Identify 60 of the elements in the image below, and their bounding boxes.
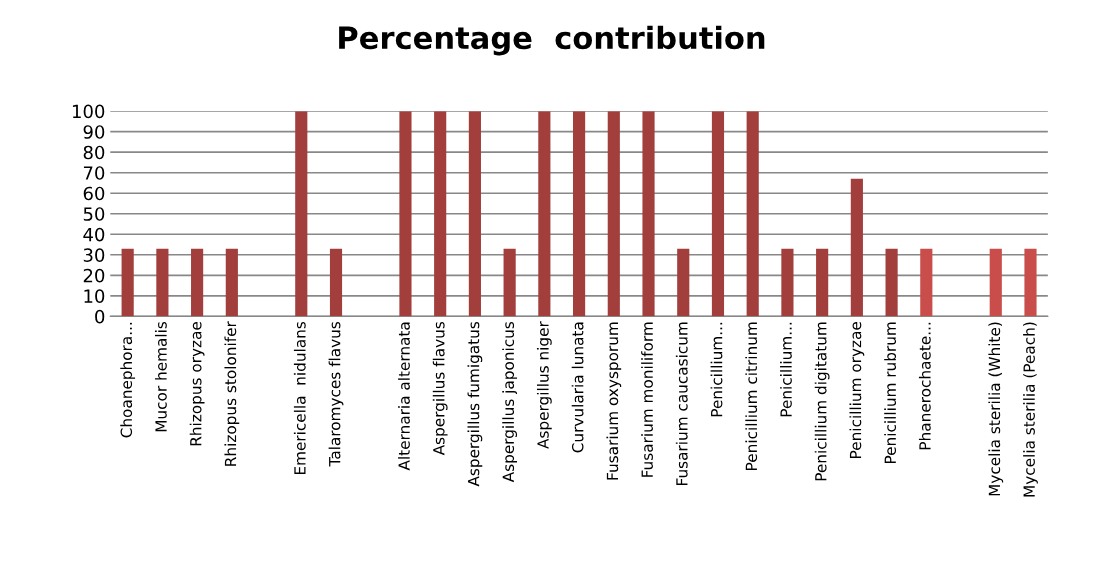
chart-title: Percentage contribution: [339, 25, 765, 56]
bar: [156, 248, 169, 317]
x-tick-label: Penicillium oryzae: [849, 322, 865, 458]
x-tick-label: Penicillium digitatum: [814, 322, 830, 481]
y-tick-label: 50: [83, 207, 105, 221]
x-tick-label: Fusarium caucasicum: [675, 322, 688, 485]
bar: [1024, 248, 1037, 317]
y-tick-label: 30: [83, 248, 105, 262]
x-tick-label: Mycelia sterilia (White): [988, 322, 1004, 496]
bar: [607, 111, 620, 317]
x-tick-label: Emericella nidulans: [293, 321, 306, 475]
bar: [677, 248, 690, 317]
x-tick-label: Talaromyces flavus: [328, 321, 344, 467]
x-tick-label: Rhizopus stolonifer: [224, 321, 240, 466]
y-tick-label: 10: [84, 289, 105, 303]
x-tick-label: Choanephora...: [120, 322, 136, 438]
x-tick-label: Phanerochaete...: [918, 322, 931, 450]
x-tick-label: Rhizopus oryzae: [189, 322, 205, 446]
x-tick-label: Fusarium oxysporum: [606, 322, 622, 480]
bar: [781, 248, 794, 317]
bar: [885, 248, 898, 317]
x-tick-label: Aspergillus japonicus: [502, 321, 518, 483]
x-tick-label: Penicillium...: [710, 322, 723, 417]
y-tick-label: 90: [83, 125, 105, 139]
x-tick-label: Penicillium citrinum: [745, 322, 758, 470]
y-tick-label: 40: [83, 227, 105, 242]
y-tick-label: 100: [72, 104, 105, 119]
x-tick-label: Fusarium moniliform: [641, 322, 653, 477]
x-tick-label: Penicillium...: [780, 322, 792, 417]
y-tick-label: 70: [83, 166, 105, 180]
bar: [295, 111, 308, 317]
x-tick-label: Aspergillus flavus: [432, 321, 448, 456]
y-tick-label: 80: [83, 145, 105, 160]
x-tick-label: Mycelia sterilia (Peach): [1023, 322, 1038, 497]
bar: [642, 111, 655, 317]
y-tick-label: 20: [83, 268, 105, 283]
bar: [711, 111, 725, 317]
bar: [920, 248, 933, 317]
bar: [573, 111, 586, 317]
x-tick-label: Alternaria alternata: [398, 322, 410, 471]
bar: [399, 111, 412, 317]
bar: [538, 111, 551, 317]
bar: [503, 248, 516, 317]
bar: [746, 111, 759, 317]
bar: [121, 248, 134, 317]
bar: [850, 178, 863, 317]
bar: [329, 248, 343, 317]
x-tick-label: Curvularia lunata: [571, 322, 584, 453]
y-tick-label: 60: [83, 186, 105, 201]
x-tick-label: Aspergillus fumigatus: [467, 321, 483, 487]
x-tick-label: Aspergillus niger: [536, 321, 552, 449]
bar: [191, 248, 204, 317]
bar: [816, 248, 829, 317]
x-tick-label: Mucor hemalis: [154, 321, 167, 432]
bar: [225, 248, 238, 317]
bar: [989, 248, 1002, 317]
x-tick-label: Penicillium rubrum: [884, 322, 897, 463]
bar: [434, 111, 447, 317]
bar: [468, 111, 481, 317]
y-tick-label: 0: [95, 309, 105, 324]
